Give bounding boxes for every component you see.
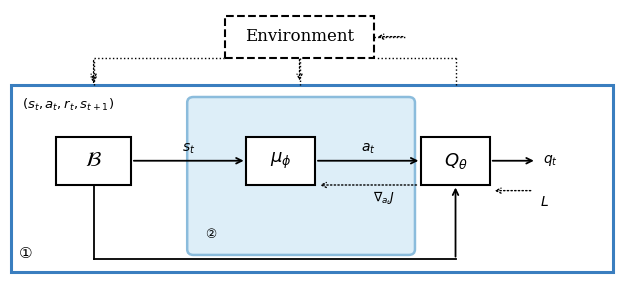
Text: $s_t$: $s_t$ [182, 141, 195, 156]
FancyBboxPatch shape [11, 85, 613, 272]
FancyBboxPatch shape [246, 137, 315, 185]
FancyBboxPatch shape [187, 97, 415, 255]
Text: $\mu_\phi$: $\mu_\phi$ [270, 151, 291, 171]
Text: $Q_\theta$: $Q_\theta$ [444, 151, 467, 171]
Text: $a_t$: $a_t$ [361, 141, 376, 156]
Text: $\nabla_{a_t} J$: $\nabla_{a_t} J$ [373, 190, 395, 207]
Text: $L$: $L$ [540, 195, 548, 209]
Text: $(s_t, a_t, r_t, s_{t+1})$: $(s_t, a_t, r_t, s_{t+1})$ [22, 97, 115, 113]
Text: $\mathcal{B}$: $\mathcal{B}$ [85, 151, 102, 170]
FancyBboxPatch shape [56, 137, 131, 185]
FancyBboxPatch shape [421, 137, 490, 185]
Text: ②: ② [205, 228, 216, 241]
Text: ①: ① [19, 246, 32, 261]
Text: Environment: Environment [245, 28, 354, 45]
Text: $q_t$: $q_t$ [543, 153, 558, 168]
FancyBboxPatch shape [225, 16, 374, 58]
